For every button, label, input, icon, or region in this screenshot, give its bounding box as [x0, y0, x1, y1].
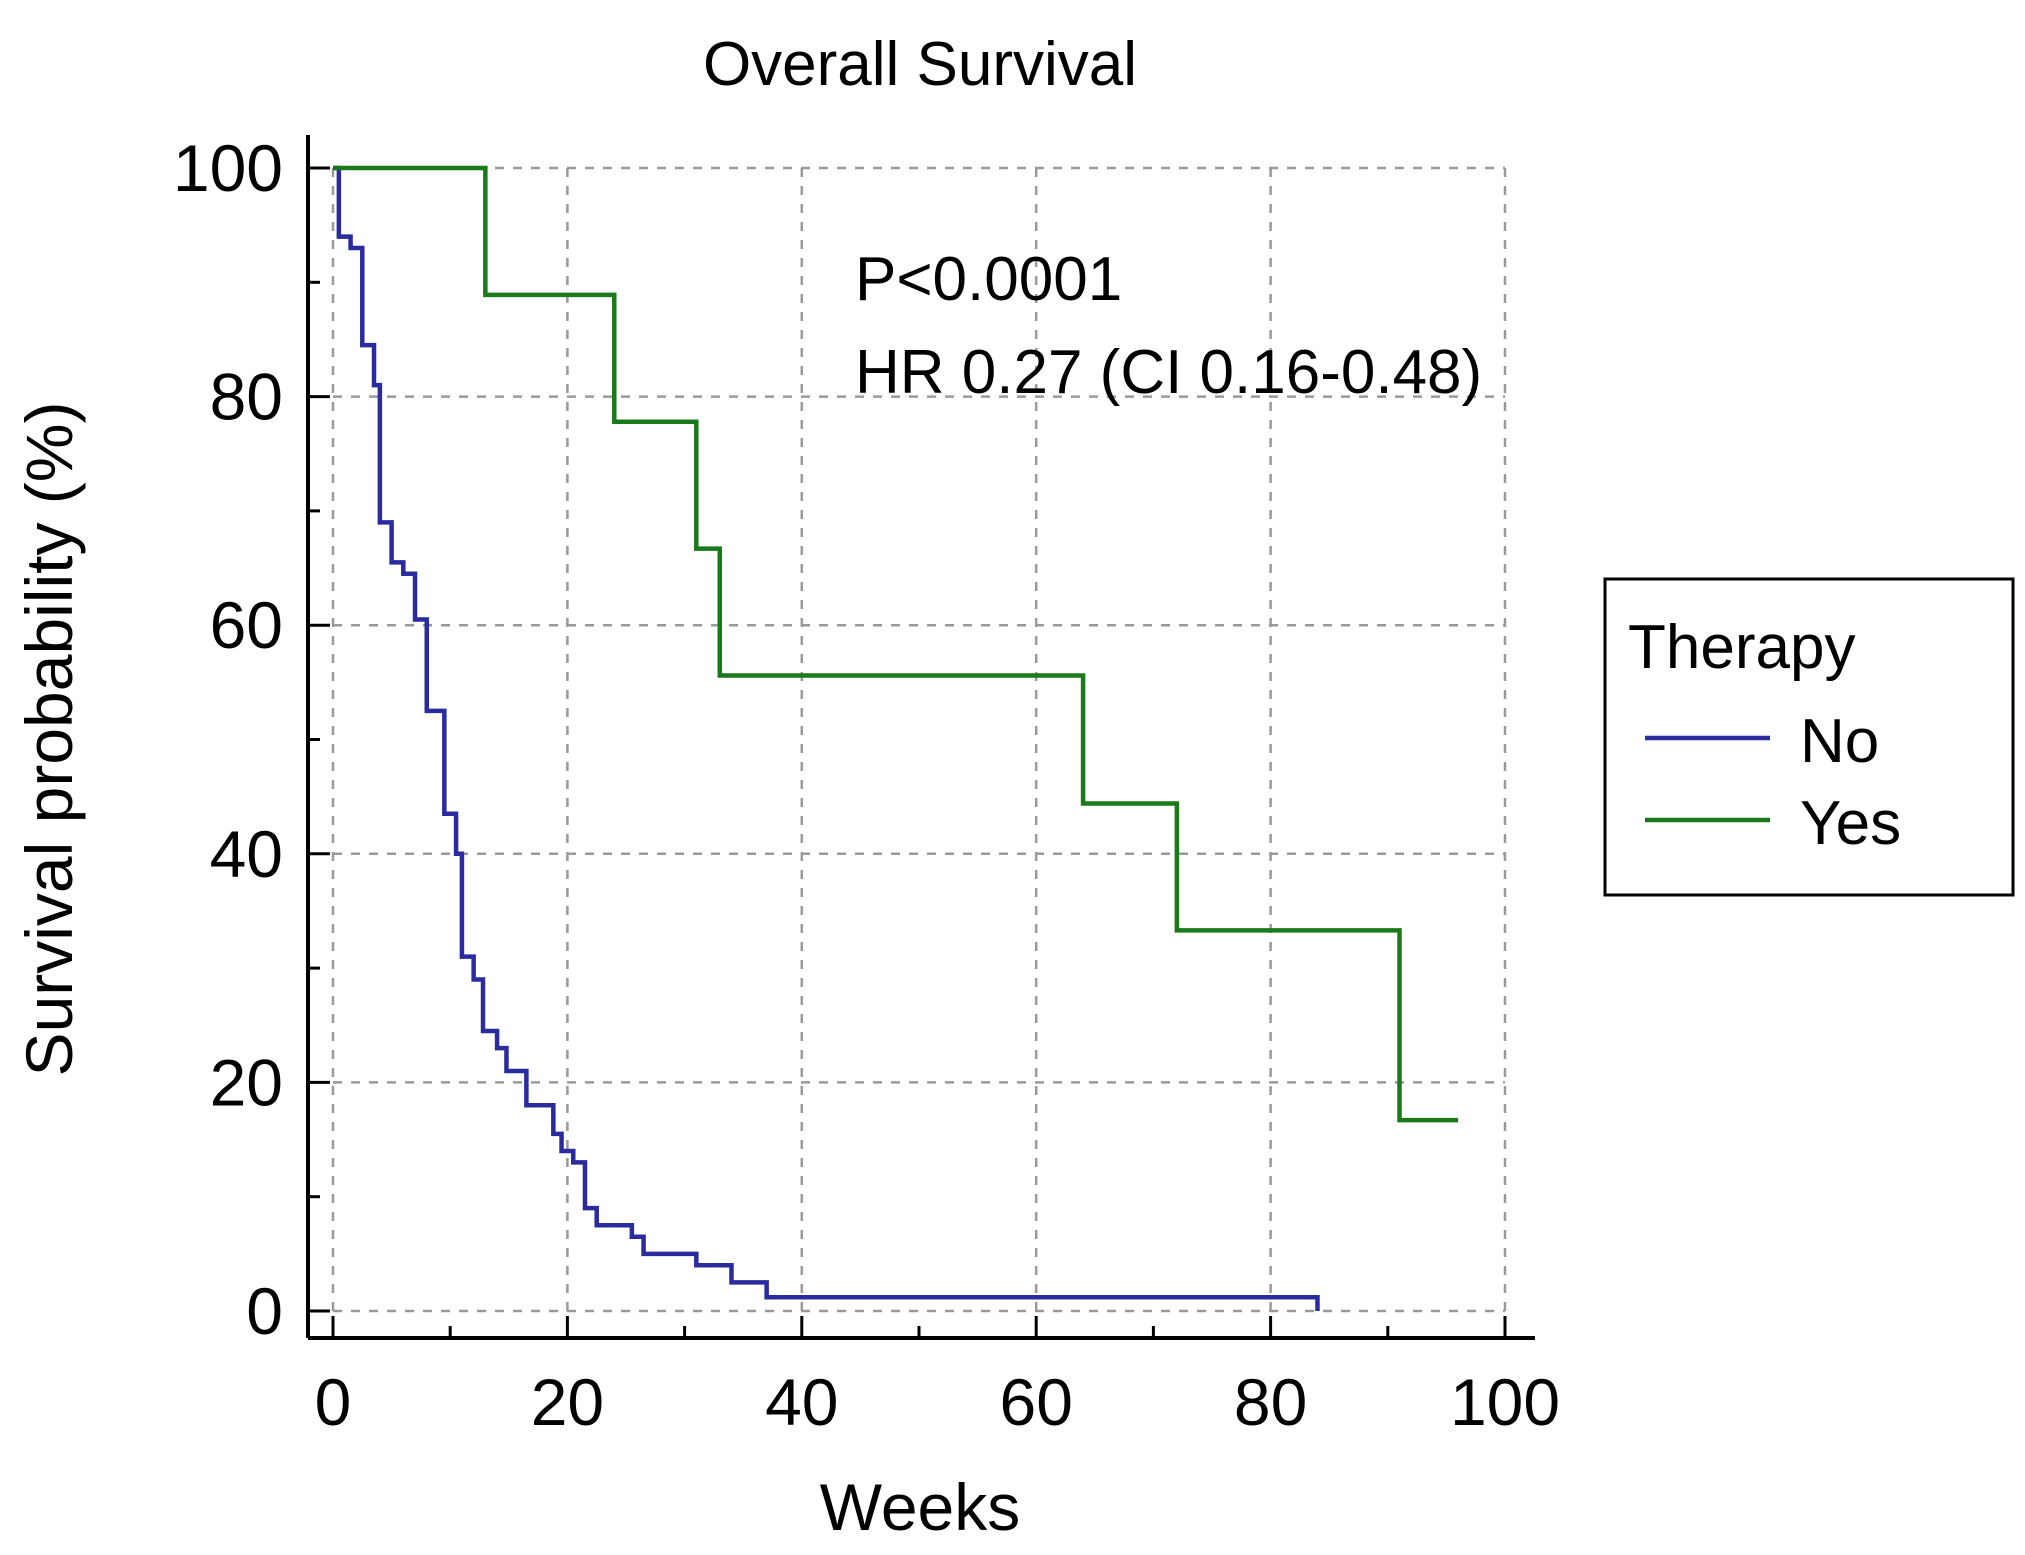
p-value-annotation: P<0.0001 — [855, 245, 1122, 314]
x-tick-label-60: 60 — [999, 1365, 1072, 1439]
series-line-no — [333, 165, 1320, 1311]
grid — [331, 166, 1507, 1313]
series-line-yes — [333, 165, 1459, 1123]
legend: Therapy No Yes — [1603, 577, 2015, 897]
x-axis-label: Weeks — [820, 1470, 1021, 1544]
y-tick-label-100: 100 — [173, 131, 283, 205]
y-tick-label-80: 80 — [210, 360, 283, 434]
tick-labels: 0 20 40 60 80 100 0 20 40 60 80 100 — [173, 131, 1560, 1439]
y-tick-label-60: 60 — [210, 588, 283, 662]
y-tick-label-40: 40 — [210, 817, 283, 891]
y-tick-label-20: 20 — [210, 1045, 283, 1119]
series-lines — [333, 165, 1459, 1311]
hazard-ratio-annotation: HR 0.27 (CI 0.16-0.48) — [855, 338, 1482, 407]
x-tick-label-80: 80 — [1234, 1365, 1307, 1439]
x-tick-label-40: 40 — [765, 1365, 838, 1439]
x-tick-label-100: 100 — [1450, 1365, 1560, 1439]
chart-title: Overall Survival — [703, 30, 1137, 99]
axes — [306, 135, 1535, 1340]
x-tick-label-0: 0 — [315, 1365, 352, 1439]
x-tick-label-20: 20 — [531, 1365, 604, 1439]
legend-label-no: No — [1800, 707, 1879, 776]
y-tick-label-0: 0 — [246, 1274, 283, 1348]
legend-title: Therapy — [1628, 613, 1855, 682]
y-axis-label: Survival probability (%) — [12, 402, 86, 1077]
legend-label-yes: Yes — [1800, 789, 1901, 858]
